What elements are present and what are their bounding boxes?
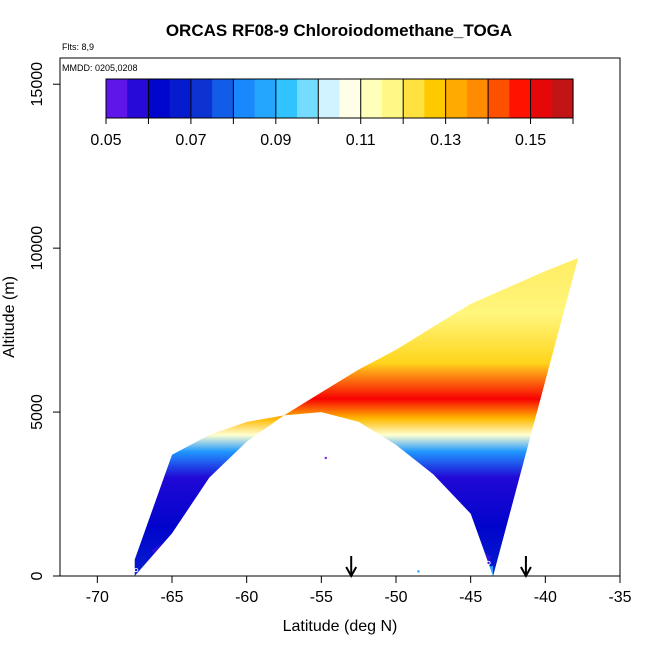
sample-point: [134, 568, 139, 573]
colorbar-tick-label: 0.05: [90, 132, 121, 149]
colorbar-swatch: [254, 79, 277, 118]
y-axis-label: Altitude (m): [1, 276, 18, 358]
x-axis: -70 -65 -60 -55 -50 -45 -40 -35: [86, 576, 632, 606]
plot-frame: [59, 57, 621, 577]
x-tick-label: -35: [608, 589, 631, 606]
colorbar-tick-label: 0.15: [515, 132, 546, 149]
colorbar-swatch: [360, 79, 383, 118]
colorbar-swatch: [466, 79, 489, 118]
colorbar-swatch: [530, 79, 553, 118]
flight-arrow-icon: [345, 556, 358, 579]
colorbar-swatch: [509, 79, 532, 118]
colorbar-swatch: [169, 79, 192, 118]
sample-point: [416, 569, 421, 574]
x-tick-label: -40: [534, 589, 557, 606]
colorbar-swatch: [403, 79, 426, 118]
colorbar-tick-label: 0.09: [260, 132, 291, 149]
colorbar-swatch: [488, 79, 510, 118]
y-tick-label: 0: [29, 571, 46, 580]
colorbar-swatch: [106, 79, 128, 118]
colorbar-swatch: [381, 79, 404, 118]
colorbar-tick-label: 0.11: [346, 132, 376, 149]
colorbar-swatch: [212, 79, 234, 118]
x-tick-label: -65: [160, 589, 183, 606]
sample-points: [134, 455, 491, 574]
colorbar-swatch: [297, 79, 319, 118]
y-tick-label: 10000: [29, 226, 46, 271]
x-tick-label: -55: [310, 589, 333, 606]
curtain-surface-strip: [396, 566, 494, 576]
x-tick-label: -70: [86, 589, 109, 606]
dates-annotation: MMDD: 0205,0208: [62, 63, 138, 73]
chart-title: ORCAS RF08-9 Chloroiodomethane_TOGA: [166, 21, 512, 40]
y-axis: 0 5000 10000 15000: [29, 62, 60, 580]
colorbar-tick-label: 0.13: [430, 132, 461, 149]
colorbar: 0.05 0.07 0.09 0.11 0.13 0.15: [90, 78, 574, 149]
flight-arrow-icon: [520, 556, 532, 579]
colorbar-swatch: [318, 79, 341, 118]
colorbar-swatch: [127, 79, 150, 118]
y-tick-label: 15000: [29, 62, 46, 107]
x-tick-label: -45: [459, 589, 482, 606]
x-axis-label: Latitude (deg N): [283, 618, 398, 635]
colorbar-swatch: [551, 79, 574, 118]
flight-markers: [345, 556, 532, 579]
colorbar-tick-label: 0.07: [175, 132, 206, 149]
colorbar-swatch: [148, 79, 171, 118]
colorbar-swatch: [339, 79, 362, 118]
sample-point: [486, 560, 491, 565]
colorbar-swatch: [190, 79, 213, 118]
flights-annotation: Flts: 8,9: [62, 42, 94, 52]
y-tick-label: 5000: [29, 394, 46, 430]
colorbar-frame: [105, 78, 574, 119]
colorbar-swatch: [233, 79, 256, 118]
colorbar-swatch: [275, 79, 298, 118]
x-tick-label: -50: [384, 589, 407, 606]
colorbar-swatch: [445, 79, 468, 118]
x-tick-label: -60: [235, 589, 258, 606]
colorbar-swatch: [424, 79, 447, 118]
sample-point: [323, 455, 328, 460]
